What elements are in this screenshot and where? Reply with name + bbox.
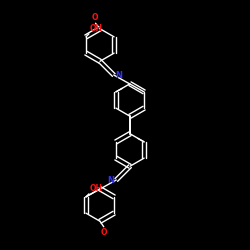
Text: OH: OH [90,24,102,33]
Text: O: O [101,228,107,237]
Text: O: O [91,13,98,22]
Text: OH: OH [90,184,102,193]
Text: N: N [108,176,114,185]
Text: N: N [115,71,122,80]
